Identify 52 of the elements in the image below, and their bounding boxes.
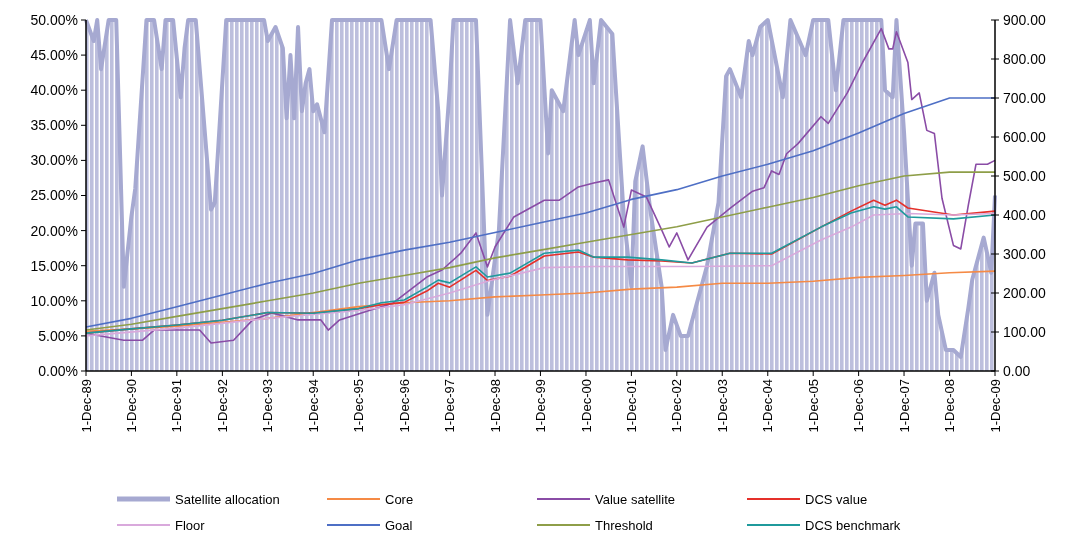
y2-tick-label: 900.00 (1003, 11, 1047, 28)
legend-label: Threshold (595, 517, 653, 533)
y2-tick-label: 500.00 (1003, 167, 1047, 184)
x-tick-label: 1-Dec-91 (169, 379, 185, 433)
y-tick-label: 30.00% (30, 152, 78, 169)
x-tick-label: 1-Dec-97 (442, 379, 458, 433)
x-tick-label: 1-Dec-99 (532, 379, 548, 433)
x-tick-label: 1-Dec-95 (351, 379, 367, 433)
x-tick-label: 1-Dec-05 (805, 379, 821, 433)
x-tick-label: 1-Dec-06 (851, 379, 867, 433)
x-tick-label: 1-Dec-89 (78, 379, 94, 433)
x-tick-label: 1-Dec-93 (260, 379, 276, 433)
x-tick-label: 1-Dec-03 (714, 379, 730, 433)
y-tick-label: 35.00% (30, 117, 78, 134)
y-tick-label: 40.00% (30, 82, 78, 99)
y2-tick-label: 100.00 (1003, 323, 1047, 340)
x-tick-label: 1-Dec-00 (578, 379, 594, 433)
y-tick-label: 10.00% (30, 292, 78, 309)
y2-tick-label: 600.00 (1003, 128, 1047, 145)
x-tick-label: 1-Dec-94 (305, 379, 321, 433)
x-tick-label: 1-Dec-07 (896, 379, 912, 433)
legend-label: DCS value (805, 491, 868, 507)
legend-label: DCS benchmark (805, 517, 901, 533)
y-tick-label: 0.00% (38, 362, 78, 379)
x-tick-label: 1-Dec-01 (623, 379, 639, 433)
y-tick-label: 15.00% (30, 257, 78, 274)
legend-label: Core (385, 491, 414, 507)
y2-tick-label: 800.00 (1003, 50, 1047, 67)
x-tick-label: 1-Dec-98 (487, 379, 503, 433)
line-series (85, 270, 996, 333)
y2-tick-label: 0.00 (1003, 362, 1031, 379)
x-tick-label: 1-Dec-04 (760, 379, 776, 433)
y-tick-label: 25.00% (30, 187, 78, 204)
x-tick-label: 1-Dec-09 (987, 379, 1003, 433)
legend-label: Goal (385, 517, 413, 533)
legend-label: Floor (175, 517, 206, 533)
x-tick-label: 1-Dec-08 (942, 379, 958, 433)
x-tick-label: 1-Dec-02 (669, 379, 685, 433)
x-tick-label: 1-Dec-92 (214, 379, 230, 433)
y2-tick-label: 700.00 (1003, 89, 1047, 106)
y-tick-label: 5.00% (38, 327, 78, 344)
y2-tick-label: 400.00 (1003, 206, 1047, 223)
line-series (85, 171, 996, 331)
y-tick-label: 20.00% (30, 222, 78, 239)
y2-tick-label: 300.00 (1003, 245, 1047, 262)
y2-tick-label: 200.00 (1003, 284, 1047, 301)
y-tick-label: 50.00% (30, 11, 78, 28)
legend-label: Satellite allocation (175, 491, 280, 507)
x-tick-label: 1-Dec-96 (396, 379, 412, 433)
y-tick-label: 45.00% (30, 47, 78, 63)
legend-label: Value satellite (595, 491, 675, 507)
x-tick-label: 1-Dec-90 (123, 379, 139, 433)
